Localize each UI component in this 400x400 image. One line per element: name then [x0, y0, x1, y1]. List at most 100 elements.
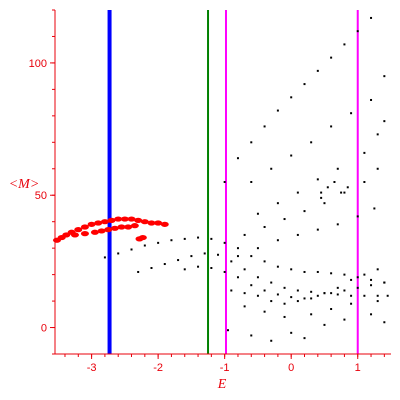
data-point-black-124: [290, 331, 293, 334]
data-point-black-17: [330, 125, 333, 128]
data-point-red-4: [74, 227, 83, 233]
data-point-black-130: [243, 305, 246, 308]
data-point-black-105: [343, 289, 346, 292]
data-point-black-95: [210, 267, 213, 269]
data-point-black-18: [350, 112, 353, 115]
y-tick-label-100: 100: [29, 58, 47, 70]
data-point-black-44: [373, 207, 376, 210]
data-point-red-13: [134, 217, 143, 223]
data-point-black-84: [283, 286, 286, 289]
data-point-black-36: [376, 167, 379, 170]
y-tick-label-0: 0: [41, 323, 47, 335]
data-point-black-23: [296, 191, 299, 194]
data-point-black-37: [236, 255, 239, 258]
data-point-red-11: [120, 216, 129, 222]
data-point-red-23: [110, 225, 119, 231]
data-point-black-83: [270, 281, 273, 284]
data-point-black-112: [270, 300, 273, 303]
x-tick-label--3: -3: [87, 362, 97, 374]
data-point-red-9: [107, 217, 116, 223]
data-point-black-96: [223, 270, 226, 273]
tick-labels-group: -3 -2 -1 0 1 0 50 100: [29, 58, 361, 374]
data-point-black-60: [223, 241, 226, 244]
data-point-black-126: [323, 323, 326, 326]
data-point-black-21: [256, 212, 259, 215]
data-point-black-116: [323, 292, 326, 295]
x-tick-label--2: -2: [153, 362, 163, 374]
data-point-black-45: [320, 191, 323, 194]
data-point-black-39: [276, 239, 279, 242]
data-point-black-13: [250, 181, 253, 183]
data-point-black-135: [350, 302, 353, 305]
data-point-black-99: [263, 289, 266, 292]
data-point-black-81: [243, 268, 246, 271]
data-point-red-6: [87, 221, 96, 227]
data-point-red-25: [124, 224, 133, 230]
data-point-black-15: [290, 154, 293, 157]
data-point-black-25: [336, 167, 339, 170]
data-point-black-56: [170, 239, 173, 242]
x-tick-label--1: -1: [220, 362, 230, 374]
data-point-black-10: [356, 30, 359, 33]
data-point-black-115: [310, 297, 313, 300]
data-point-black-49: [346, 186, 349, 189]
data-point-black-4: [276, 109, 279, 112]
data-point-black-117: [336, 286, 339, 289]
data-point-red-18: [70, 232, 79, 238]
data-point-black-100: [276, 293, 279, 296]
data-point-black-104: [330, 292, 333, 295]
data-point-black-77: [190, 255, 193, 258]
data-point-black-2: [250, 141, 253, 144]
data-point-black-74: [150, 267, 153, 269]
data-point-black-52: [117, 252, 120, 255]
data-point-black-53: [130, 248, 133, 251]
x-tick-label-1: 1: [355, 362, 361, 374]
data-point-black-3: [263, 125, 266, 128]
data-point-black-66: [303, 270, 306, 273]
data-point-black-118: [350, 278, 353, 281]
data-point-red-17: [160, 221, 169, 227]
data-point-black-38: [256, 247, 259, 250]
data-point-black-8: [330, 56, 333, 59]
data-point-black-73: [137, 270, 140, 273]
data-point-black-125: [303, 337, 306, 340]
data-point-black-27: [376, 133, 379, 136]
data-point-black-47: [333, 181, 336, 183]
data-point-black-119: [363, 273, 366, 276]
data-point-black-58: [197, 236, 200, 239]
data-point-black-68: [330, 272, 333, 275]
data-point-black-98: [250, 284, 253, 287]
data-point-black-51: [103, 256, 106, 259]
data-point-black-101: [290, 296, 293, 299]
data-point-black-90: [363, 294, 366, 297]
data-point-black-93: [183, 268, 186, 271]
data-point-black-133: [310, 313, 313, 316]
data-point-black-80: [230, 260, 233, 263]
data-point-black-131: [263, 310, 266, 313]
data-point-black-62: [250, 255, 253, 258]
data-point-red-5: [80, 224, 89, 230]
data-point-red-21: [97, 228, 106, 234]
data-point-black-122: [250, 334, 253, 337]
data-point-black-7: [316, 69, 319, 72]
data-point-black-114: [296, 300, 299, 303]
data-point-black-20: [383, 75, 386, 78]
data-point-black-63: [263, 260, 266, 263]
data-point-black-75: [163, 263, 166, 266]
data-point-black-134: [330, 308, 333, 311]
data-point-black-14: [270, 167, 273, 170]
data-point-red-28: [138, 234, 147, 241]
data-point-black-0: [223, 181, 226, 183]
data-point-black-129: [383, 321, 386, 324]
data-point-black-67: [316, 270, 319, 273]
data-point-black-42: [336, 223, 339, 226]
data-point-black-57: [183, 237, 186, 240]
data-point-black-91: [376, 294, 379, 297]
data-point-black-9: [343, 43, 346, 46]
data-point-black-34: [343, 191, 346, 194]
data-point-black-50: [320, 196, 323, 199]
data-point-black-108: [383, 281, 386, 284]
data-point-black-107: [370, 284, 373, 287]
data-point-black-71: [370, 278, 373, 281]
